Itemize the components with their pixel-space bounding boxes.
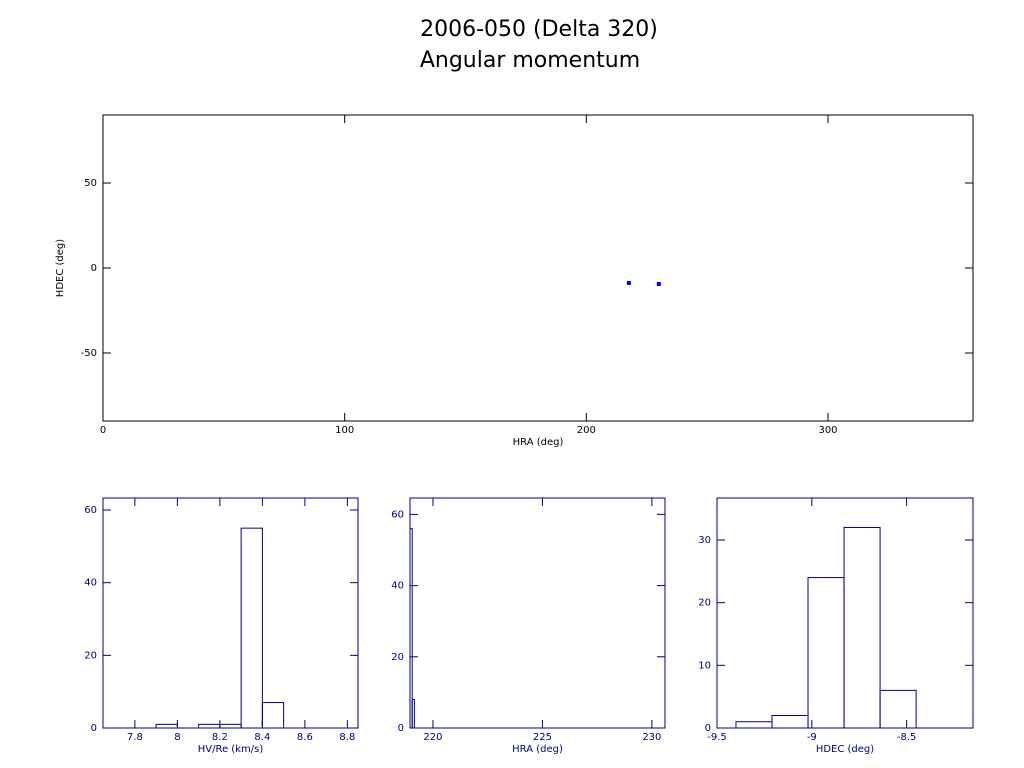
hist-bar [155, 723, 178, 729]
y-tick-label: 10 [698, 660, 711, 671]
y-tick-label: 30 [698, 535, 711, 546]
y-tick-label: 20 [84, 650, 97, 661]
hist-bar [240, 527, 263, 729]
x-tick-label: 8.8 [339, 732, 355, 743]
y-tick-label: 20 [698, 598, 711, 609]
x-tick-label: 300 [818, 425, 837, 436]
y-tick-label: 20 [391, 652, 404, 663]
y-axis-label: HDEC (deg) [55, 239, 66, 297]
hist-bar [411, 699, 415, 729]
y-tick-label: 60 [391, 509, 404, 520]
y-tick-label: 60 [84, 505, 97, 516]
hist-bar [219, 723, 242, 729]
point [656, 281, 661, 286]
x-axis-label: HDEC (deg) [816, 744, 874, 755]
hist-bar [879, 689, 917, 729]
x-tick-label: 225 [533, 732, 552, 743]
hist-bar [843, 526, 881, 729]
chart-subtitle: Angular momentum [420, 48, 640, 73]
x-tick-label: 8.2 [212, 732, 228, 743]
y-tick-label: -50 [81, 348, 97, 359]
y-tick-label: 0 [398, 723, 404, 734]
y-tick-label: 50 [84, 178, 97, 189]
hist-bar [735, 721, 773, 729]
plot-frame [102, 114, 974, 422]
plot-frame [716, 497, 974, 729]
y-tick-label: 0 [705, 723, 711, 734]
x-tick-label: 100 [335, 425, 354, 436]
x-tick-label: 8 [174, 732, 180, 743]
hist-bar [771, 714, 809, 729]
x-tick-label: 200 [577, 425, 596, 436]
x-tick-label: 8.6 [297, 732, 313, 743]
x-axis-label: HV/Re (km/s) [198, 744, 264, 755]
hist-bar [807, 577, 845, 729]
hist-bar [198, 723, 221, 729]
y-tick-label: 0 [91, 263, 97, 274]
y-tick-label: 40 [84, 578, 97, 589]
x-tick-label: -9.5 [707, 732, 727, 743]
x-axis-label: HRA (deg) [513, 437, 564, 448]
point [626, 280, 631, 285]
chart-title: 2006-050 (Delta 320) [420, 17, 658, 42]
y-tick-label: 40 [391, 581, 404, 592]
x-tick-label: 7.8 [127, 732, 143, 743]
x-tick-label: -9 [807, 732, 817, 743]
x-tick-label: 220 [423, 732, 442, 743]
x-tick-label: -8.5 [897, 732, 917, 743]
x-tick-label: 0 [100, 425, 106, 436]
plot-frame [409, 497, 666, 729]
x-tick-label: 8.4 [254, 732, 270, 743]
x-axis-label: HRA (deg) [512, 744, 563, 755]
y-tick-label: 0 [91, 723, 97, 734]
x-tick-label: 230 [642, 732, 661, 743]
hist-bar [409, 528, 413, 729]
plot-frame [102, 497, 359, 729]
hist-bar [261, 702, 285, 729]
